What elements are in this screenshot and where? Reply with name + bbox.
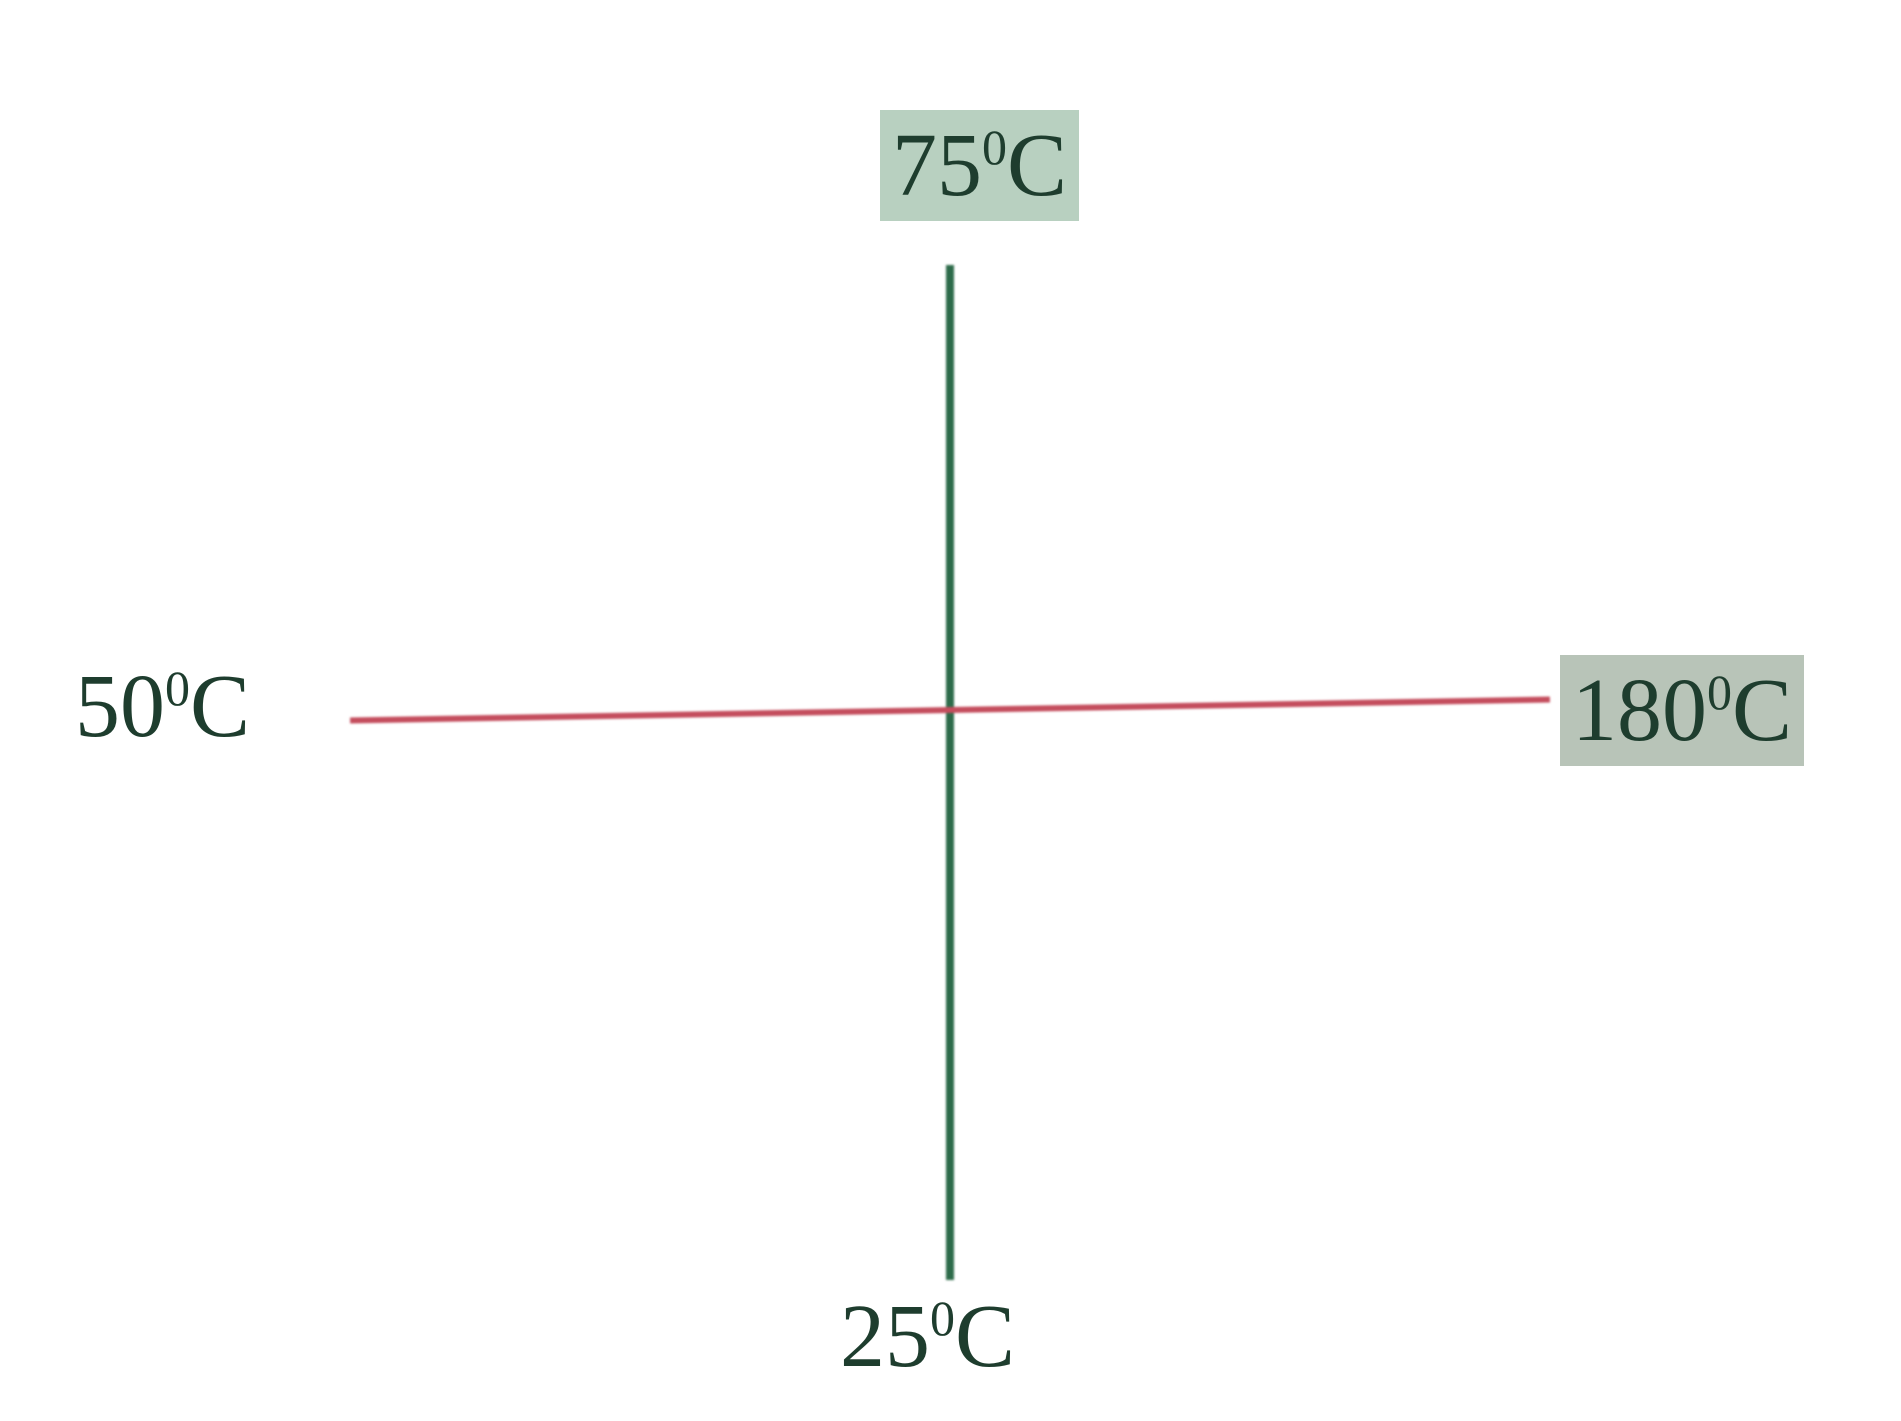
label-bottom-degree: 0 [930,1290,955,1346]
label-top: 750C [880,110,1079,221]
vertical-line [946,265,954,1280]
label-top-degree: 0 [982,119,1007,175]
label-bottom: 250C [840,1285,1015,1388]
label-left-value: 50 [75,655,165,758]
label-right-value: 180 [1572,659,1707,762]
label-bottom-value: 25 [840,1285,930,1388]
label-left-degree: 0 [165,660,190,716]
label-right-degree: 0 [1707,664,1732,720]
label-top-value: 75 [892,114,982,217]
label-right: 1800C [1560,655,1804,766]
label-bottom-unit: C [955,1285,1015,1388]
label-right-unit: C [1732,659,1792,762]
label-left-unit: C [190,655,250,758]
cross-diagram: 750C 250C 500C 1800C [0,0,1901,1421]
label-top-unit: C [1007,114,1067,217]
label-left: 500C [75,655,250,758]
